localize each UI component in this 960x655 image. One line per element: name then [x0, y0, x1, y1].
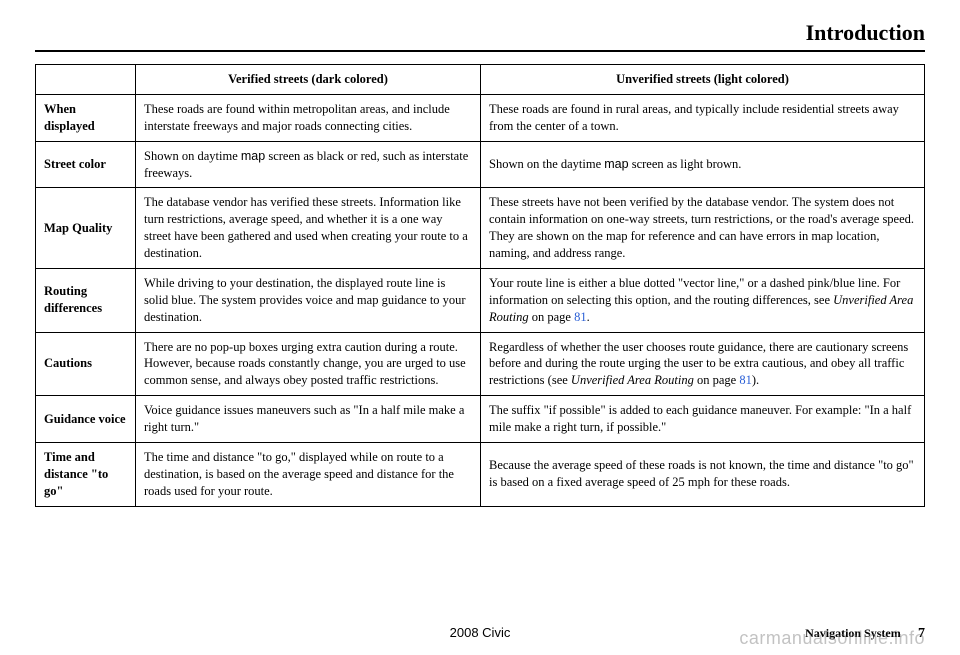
cell-voice-verified: Voice guidance issues maneuvers such as …: [136, 396, 481, 443]
row-label-time: Time and distance "to go": [36, 442, 136, 506]
row-label-quality: Map Quality: [36, 188, 136, 269]
header-verified: Verified streets (dark colored): [136, 65, 481, 95]
text-fragment: Shown on daytime: [144, 149, 241, 163]
table-row: Street color Shown on daytime map screen…: [36, 141, 925, 188]
row-label-voice: Guidance voice: [36, 396, 136, 443]
text-fragment: map: [604, 157, 628, 171]
text-fragment: ).: [752, 373, 759, 387]
watermark-text: carmanualsonline.info: [739, 628, 925, 649]
cell-when-unverified: These roads are found in rural areas, an…: [481, 94, 925, 141]
table-row: When displayed These roads are found wit…: [36, 94, 925, 141]
cell-quality-unverified: These streets have not been verified by …: [481, 188, 925, 269]
section-title: Introduction: [806, 20, 925, 45]
text-fragment: screen as light brown.: [629, 157, 742, 171]
cell-voice-unverified: The suffix "if possible" is added to eac…: [481, 396, 925, 443]
text-fragment: .: [587, 310, 590, 324]
table-row: Cautions There are no pop-up boxes urgin…: [36, 332, 925, 396]
header-unverified: Unverified streets (light colored): [481, 65, 925, 95]
row-label-when: When displayed: [36, 94, 136, 141]
cell-time-verified: The time and distance "to go," displayed…: [136, 442, 481, 506]
table-row: Guidance voice Voice guidance issues man…: [36, 396, 925, 443]
comparison-table: Verified streets (dark colored) Unverifi…: [35, 64, 925, 507]
row-label-cautions: Cautions: [36, 332, 136, 396]
table-row: Time and distance "to go" The time and d…: [36, 442, 925, 506]
table-row: Map Quality The database vendor has veri…: [36, 188, 925, 269]
header-blank: [36, 65, 136, 95]
page-link[interactable]: 81: [574, 310, 587, 324]
text-fragment: Shown on the daytime: [489, 157, 604, 171]
cell-cautions-verified: There are no pop-up boxes urging extra c…: [136, 332, 481, 396]
cell-routing-verified: While driving to your destination, the d…: [136, 268, 481, 332]
page-header: Introduction: [35, 20, 925, 52]
cell-routing-unverified: Your route line is either a blue dotted …: [481, 268, 925, 332]
text-fragment: on page: [529, 310, 574, 324]
cell-color-verified: Shown on daytime map screen as black or …: [136, 141, 481, 188]
cell-color-unverified: Shown on the daytime map screen as light…: [481, 141, 925, 188]
cell-time-unverified: Because the average speed of these roads…: [481, 442, 925, 506]
page-link[interactable]: 81: [739, 373, 752, 387]
text-fragment: map: [241, 149, 265, 163]
table-header-row: Verified streets (dark colored) Unverifi…: [36, 65, 925, 95]
row-label-color: Street color: [36, 141, 136, 188]
cell-cautions-unverified: Regardless of whether the user chooses r…: [481, 332, 925, 396]
table-row: Routing differences While driving to you…: [36, 268, 925, 332]
row-label-routing: Routing differences: [36, 268, 136, 332]
text-italic: Unverified Area Routing: [571, 373, 694, 387]
cell-when-verified: These roads are found within metropolita…: [136, 94, 481, 141]
text-fragment: on page: [694, 373, 739, 387]
cell-quality-verified: The database vendor has verified these s…: [136, 188, 481, 269]
